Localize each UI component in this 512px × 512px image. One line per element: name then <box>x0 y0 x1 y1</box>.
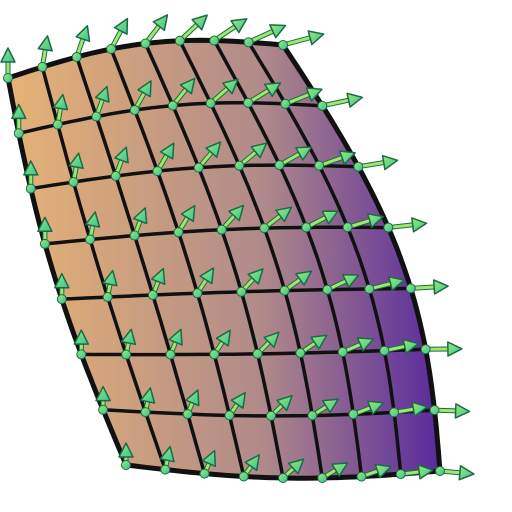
grid-line-vertical <box>246 40 403 476</box>
normal-vector-arrow <box>110 146 129 182</box>
grid-line-vertical <box>143 41 285 480</box>
normal-vector-arrow <box>52 93 69 130</box>
normal-vectors <box>0 14 475 483</box>
normal-vector-arrow <box>68 152 84 188</box>
normal-vector-arrow <box>73 329 90 360</box>
normal-vector-arrow <box>252 331 280 359</box>
grid-line-vertical <box>212 38 364 479</box>
normal-vector-arrow <box>238 454 260 482</box>
normal-vector-arrow <box>295 334 328 359</box>
normal-vector-arrow <box>337 337 375 357</box>
normal-vector-arrow <box>435 465 475 481</box>
normal-vector-arrow <box>167 77 196 111</box>
normal-vector-arrow <box>259 206 293 234</box>
normal-vector-arrow <box>420 341 463 357</box>
grid-line-vertical <box>75 55 207 476</box>
normal-vector-arrow <box>266 394 293 421</box>
grid-line-vertical <box>40 65 168 472</box>
normal-vector-arrow <box>236 268 264 297</box>
normal-vector-arrow <box>364 276 405 295</box>
normal-vector-arrow <box>342 213 384 233</box>
normal-vector-arrow <box>199 449 217 479</box>
normal-vector-arrow <box>317 462 349 483</box>
normal-vector-arrow <box>37 35 53 72</box>
normal-vector-arrow <box>85 211 101 245</box>
grid-line-vertical <box>109 47 246 479</box>
normal-vector-arrow <box>91 85 110 122</box>
normal-vector-arrow <box>129 207 148 241</box>
normal-vector-arrow <box>429 403 471 419</box>
normal-vector-arrow <box>192 267 215 299</box>
normal-vector-arrow <box>405 279 449 295</box>
normal-vector-arrow <box>152 142 175 177</box>
normal-vector-arrow <box>307 398 339 421</box>
normal-vector-arrow <box>389 401 429 418</box>
normal-vector-arrow <box>348 400 385 420</box>
normal-vector-arrow <box>280 87 323 109</box>
normal-vector-arrow <box>317 92 364 111</box>
normal-vector-arrow <box>353 154 399 172</box>
normal-vector-arrow <box>165 328 183 360</box>
grid-line-vertical <box>178 38 325 480</box>
normal-vector-arrow <box>209 18 248 46</box>
normal-vector-arrow <box>322 273 360 295</box>
normal-vector-arrow <box>301 210 339 233</box>
normal-vector-arrow <box>234 142 268 171</box>
normal-vector-arrow <box>147 267 166 301</box>
normal-vector-arrow <box>140 387 156 418</box>
normal-vector-arrow <box>314 150 356 171</box>
normal-vector-arrow <box>356 463 392 482</box>
normal-vector-arrow <box>0 47 16 83</box>
normal-vector-arrow <box>383 217 428 233</box>
normal-vector-arrow <box>274 146 313 171</box>
normal-vector-arrow <box>182 389 200 420</box>
normal-vector-arrow <box>159 445 175 475</box>
normal-vector-arrow <box>279 270 313 296</box>
normal-vector-arrow <box>243 24 287 48</box>
normal-vector-arrow <box>193 141 222 173</box>
normal-vector-arrow <box>129 80 152 116</box>
normal-vector-arrow <box>205 78 239 109</box>
normal-vector-arrow <box>11 103 27 139</box>
normal-vector-arrow <box>102 269 118 303</box>
normal-vector-arrow <box>379 338 420 356</box>
normal-vector-arrow <box>243 82 282 108</box>
normal-vector-arrow <box>216 204 245 235</box>
normal-vector-arrow <box>37 216 53 249</box>
normal-vector-arrow <box>23 160 39 194</box>
normal-vector-arrow <box>395 464 434 480</box>
normal-vector-arrow <box>209 329 231 360</box>
normal-vector-arrow <box>118 442 134 470</box>
normal-vector-arrow <box>278 30 325 50</box>
normal-vector-arrow <box>54 272 70 305</box>
normal-vector-arrow <box>278 458 305 483</box>
normal-vector-arrow <box>173 204 196 238</box>
normal-vector-arrow <box>120 328 137 360</box>
normal-vector-arrow <box>106 17 129 54</box>
normal-vector-arrow <box>140 14 169 49</box>
normal-vector-arrow <box>174 14 208 46</box>
normal-vector-arrow <box>95 385 111 415</box>
normal-vector-arrow <box>224 391 246 421</box>
normal-vector-arrow <box>71 25 91 63</box>
